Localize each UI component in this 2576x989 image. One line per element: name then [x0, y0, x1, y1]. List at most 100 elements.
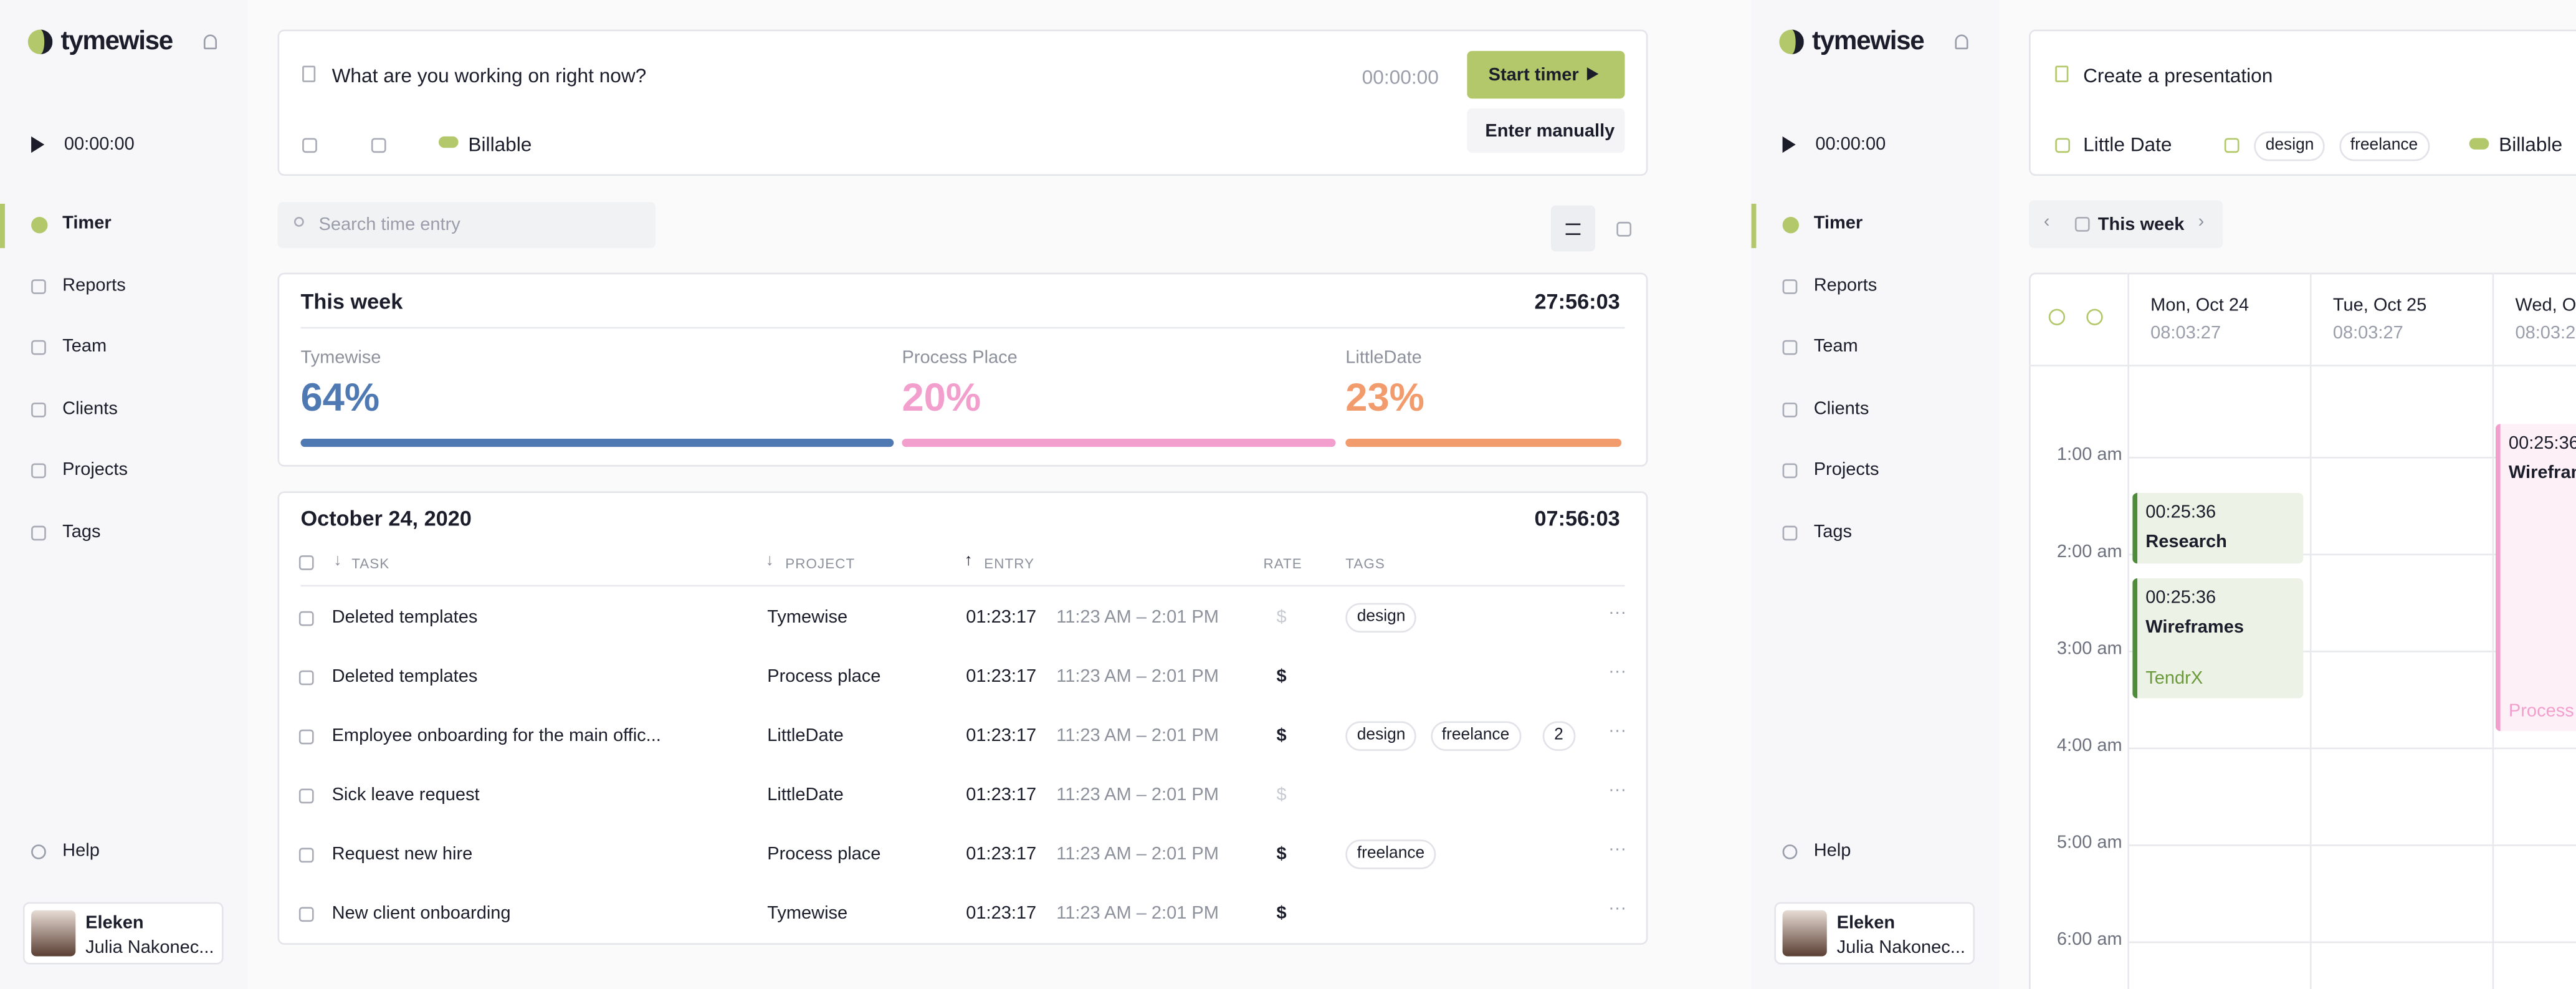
nav-item[interactable]: Reports [1813, 275, 1877, 295]
zoom-out[interactable] [2048, 308, 2066, 326]
task: Employee onboarding for the main offic..… [332, 726, 661, 746]
calendar-view-button[interactable] [1616, 221, 1632, 237]
project-bar [300, 438, 894, 447]
tag-icon[interactable] [371, 138, 386, 153]
project-name: Tymewise [300, 348, 381, 368]
tag: freelance [1345, 839, 1436, 869]
search-box[interactable] [277, 202, 656, 249]
brand: tymewise [1812, 27, 1925, 56]
rate[interactable]: $ [1276, 667, 1287, 687]
rate[interactable]: $ [1276, 726, 1287, 746]
tag-icon[interactable] [2224, 138, 2240, 153]
event[interactable] [2132, 492, 2304, 564]
zoom-in[interactable] [2086, 308, 2103, 326]
day-name: Wed, Oc [2515, 295, 2576, 316]
list-view-button[interactable] [1550, 205, 1596, 252]
rate[interactable]: $ [1276, 785, 1287, 805]
avatar [1782, 910, 1827, 957]
sidebar-bg [0, 0, 249, 989]
rate[interactable]: $ [1276, 844, 1287, 864]
entry-title[interactable]: Create a presentation [2083, 64, 2273, 87]
row-checkbox[interactable] [298, 848, 314, 863]
header-line [2029, 365, 2576, 366]
entry-project[interactable]: Little Date [2083, 133, 2172, 156]
nav-icon [1782, 340, 1798, 355]
entry-input[interactable]: What are you working on right now? [332, 64, 647, 87]
nav-item[interactable]: Team [62, 337, 107, 357]
billable-toggle[interactable] [2469, 138, 2489, 150]
project-percent: 64% [300, 376, 380, 421]
sidebar-timer: 00:00:00 [1815, 135, 1886, 155]
entry-time: 00:00:00 [1362, 65, 1439, 89]
project-bar [902, 438, 1336, 447]
manual-button[interactable]: Enter manually [1467, 108, 1625, 153]
project-icon[interactable] [302, 138, 317, 153]
row-checkbox[interactable] [298, 788, 314, 804]
active-indicator [1751, 203, 1757, 249]
header-checkbox[interactable] [298, 555, 314, 570]
bell-icon[interactable] [203, 34, 217, 50]
event-time: 00:25:36 [2145, 588, 2216, 608]
column-header[interactable]: PROJECT [785, 555, 856, 572]
billable-toggle[interactable] [438, 136, 459, 148]
row-menu[interactable]: ··· [1608, 780, 1627, 800]
user-fullname: Julia Nakonec... [85, 938, 214, 958]
prev-arrow[interactable]: ‹ [2043, 212, 2050, 232]
task: Request new hire [332, 844, 473, 864]
event[interactable] [2132, 578, 2304, 699]
row-menu[interactable]: ··· [1608, 603, 1627, 623]
nav-icon [31, 525, 46, 541]
project-icon[interactable] [2055, 138, 2070, 153]
column-header[interactable]: ENTRY [984, 555, 1035, 572]
nav-icon [31, 217, 48, 234]
nav-item[interactable]: Projects [1813, 461, 1879, 480]
rate[interactable]: $ [1276, 608, 1287, 628]
tag: design [1345, 603, 1417, 633]
row-menu[interactable]: ··· [1608, 662, 1627, 682]
sort-icon: ↓ [333, 552, 342, 570]
help-link[interactable]: Help [1813, 841, 1851, 861]
event-project: TendrX [2145, 669, 2203, 689]
nav-item[interactable]: Timer [62, 213, 112, 234]
user-fullname: Julia Nakonec... [1836, 938, 1965, 958]
week-card [277, 272, 1648, 467]
row-checkbox[interactable] [298, 611, 314, 626]
help-link[interactable]: Help [62, 841, 100, 861]
tag: freelance [1430, 721, 1521, 751]
nav-item[interactable]: Projects [62, 461, 128, 480]
row-menu[interactable]: ··· [1608, 721, 1627, 742]
bell-icon[interactable] [1955, 34, 1968, 50]
tag: design [1345, 721, 1417, 751]
active-indicator [0, 203, 5, 249]
hour-line [2127, 456, 2576, 459]
play-icon[interactable] [1782, 136, 1796, 153]
play-icon[interactable] [31, 136, 45, 153]
nav-item[interactable]: Reports [62, 275, 126, 295]
row-menu[interactable]: ··· [1608, 839, 1627, 859]
column-header[interactable]: RATE [1263, 555, 1302, 572]
start-arrow [1586, 67, 1599, 81]
nav-item[interactable]: Tags [62, 522, 101, 543]
duration: 01:23:17 [966, 904, 1037, 924]
nav-item[interactable]: Timer [1813, 213, 1863, 234]
rate[interactable]: $ [1276, 904, 1287, 924]
nav-item[interactable]: Clients [62, 399, 118, 419]
row-checkbox[interactable] [298, 907, 314, 922]
nav-item[interactable]: Tags [1813, 522, 1852, 543]
project: Process place [767, 844, 881, 864]
row-menu[interactable]: ··· [1608, 899, 1627, 919]
logo-icon [1779, 29, 1804, 55]
event[interactable] [2495, 424, 2576, 732]
nav-item[interactable]: Clients [1813, 399, 1869, 419]
next-arrow[interactable]: › [2198, 212, 2205, 232]
column-header[interactable]: TASK [351, 555, 390, 572]
event-time: 00:25:36 [2145, 502, 2216, 523]
duration: 01:23:17 [966, 667, 1037, 687]
column-header[interactable]: TAGS [1345, 555, 1385, 572]
help-icon [31, 844, 46, 859]
nav-item[interactable]: Team [1813, 337, 1858, 357]
row-checkbox[interactable] [298, 729, 314, 745]
tag: 2 [1542, 721, 1575, 751]
row-checkbox[interactable] [298, 670, 314, 686]
start-button[interactable]: Start timer [1467, 50, 1625, 99]
